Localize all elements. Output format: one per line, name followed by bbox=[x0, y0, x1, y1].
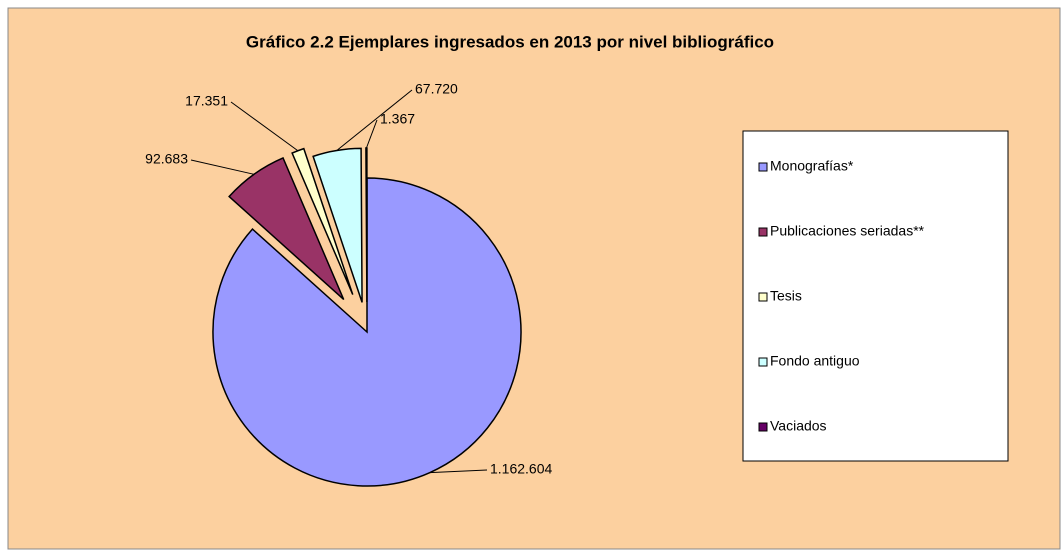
leader-line bbox=[336, 89, 413, 151]
legend bbox=[742, 130, 1009, 462]
legend-swatch bbox=[758, 162, 768, 172]
legend-swatch bbox=[758, 292, 768, 302]
pie-slice bbox=[365, 147, 368, 303]
data-label: 67.720 bbox=[415, 81, 458, 97]
pie-slice bbox=[291, 147, 354, 295]
leader-line bbox=[429, 469, 488, 474]
chart-title: Gráfico 2.2 Ejemplares ingresados en 201… bbox=[246, 32, 774, 51]
data-label: 1.162.604 bbox=[490, 461, 552, 477]
legend-label: Vaciados bbox=[770, 418, 827, 434]
data-label: 92.683 bbox=[145, 151, 188, 167]
legend-label: Fondo antiguo bbox=[770, 353, 860, 369]
legend-swatch bbox=[758, 227, 768, 237]
leader-line bbox=[365, 119, 378, 149]
data-label: 1.367 bbox=[380, 111, 415, 127]
pie-slice bbox=[312, 147, 363, 303]
leader-line bbox=[190, 159, 255, 175]
legend-swatch bbox=[758, 422, 768, 432]
leader-line bbox=[230, 101, 299, 152]
pie-slice bbox=[228, 156, 345, 301]
legend-label: Tesis bbox=[770, 288, 802, 304]
data-label: 17.351 bbox=[185, 93, 228, 109]
legend-label: Publicaciones seriadas** bbox=[770, 223, 925, 239]
legend-label: Monografías* bbox=[770, 158, 854, 174]
legend-swatch bbox=[758, 357, 768, 367]
